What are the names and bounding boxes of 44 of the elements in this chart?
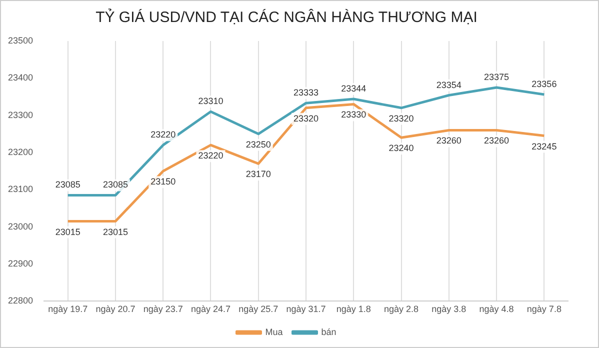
data-label: 23085 (102, 180, 128, 190)
y-tick-label: 23100 (8, 184, 34, 194)
data-label: 23354 (436, 80, 462, 90)
data-label: 23260 (436, 136, 462, 146)
data-label: 23375 (484, 72, 510, 82)
data-label: 23344 (341, 83, 366, 94)
data-label: 23320 (388, 113, 414, 124)
data-label: 23150 (150, 176, 176, 187)
data-label: 23260 (484, 136, 510, 146)
x-tick-label: ngày 23.7 (143, 304, 183, 314)
data-label: 23170 (246, 169, 271, 180)
data-label: 23356 (532, 79, 557, 90)
x-tick-label: ngày 2.8 (384, 304, 419, 314)
data-label: 23250 (246, 139, 271, 150)
x-tick-label: ngày 20.7 (96, 304, 136, 314)
y-tick-label: 23300 (8, 110, 34, 120)
data-label: 23015 (102, 226, 128, 237)
y-tick-label: 23400 (8, 72, 34, 83)
data-label: 23085 (55, 180, 80, 190)
y-tick-label: 22800 (8, 296, 34, 306)
data-label: 23330 (341, 110, 366, 120)
data-label: 23220 (150, 130, 176, 140)
x-tick-label: ngày 7.8 (526, 304, 562, 314)
data-label: 23220 (198, 150, 224, 161)
y-tick-label: 23500 (8, 35, 34, 46)
data-label: 23245 (532, 141, 557, 152)
x-tick-label: ngày 4.8 (479, 304, 514, 314)
chart-title: TỶ GIÁ USD/VND TẠI CÁC NGÂN HÀNG THƯƠNG MẠI (96, 8, 478, 26)
y-tick-label: 23200 (8, 147, 34, 157)
data-label: 23333 (294, 88, 319, 98)
x-tick-label: ngày 1.8 (336, 304, 371, 314)
y-tick-label: 23000 (8, 221, 34, 232)
x-tick-label: ngày 19.7 (48, 304, 88, 314)
legend-label: Mua (265, 326, 283, 337)
x-tick-label: ngày 31.7 (286, 304, 326, 314)
x-tick-label: ngày 3.8 (432, 304, 466, 314)
data-label: 23240 (388, 143, 414, 154)
data-label: 23320 (294, 113, 319, 124)
x-tick-label: ngày 25.7 (238, 304, 278, 314)
y-tick-label: 22900 (8, 258, 34, 269)
data-label: 23015 (55, 226, 80, 237)
x-tick-label: ngày 24.7 (190, 304, 231, 314)
legend-label: bán (321, 326, 336, 337)
data-label: 23310 (198, 96, 224, 106)
